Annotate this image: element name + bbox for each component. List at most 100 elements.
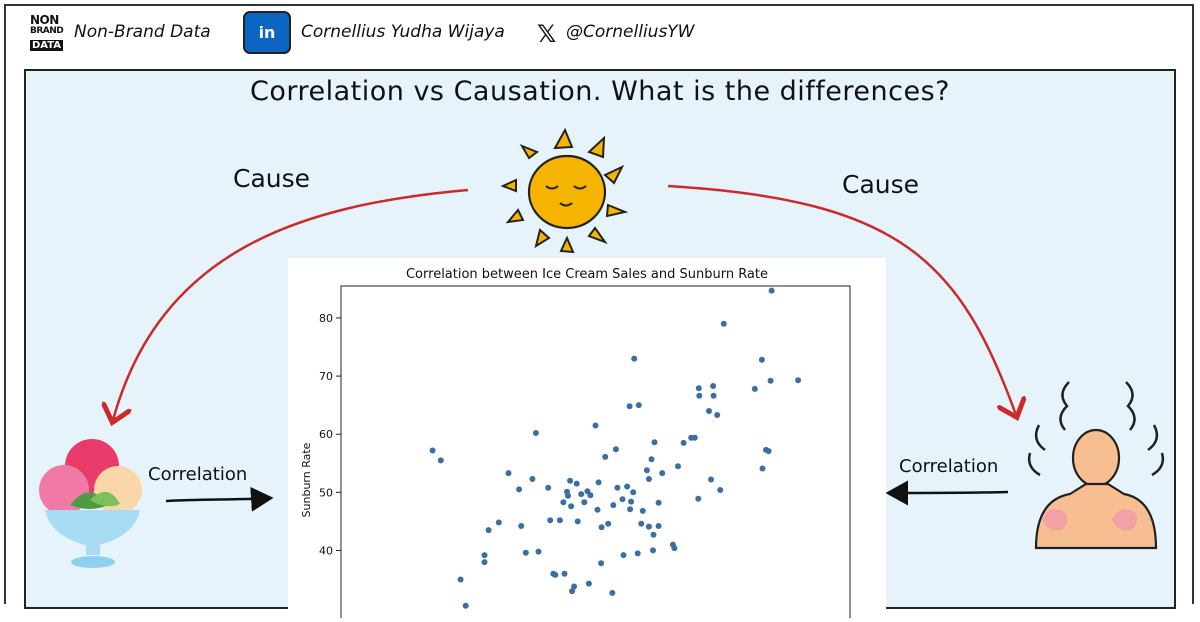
- scatter-point: [595, 479, 602, 486]
- scatter-point: [648, 456, 655, 463]
- scatter-chart: Correlation between Ice Cream Sales and …: [288, 258, 886, 622]
- scatter-point: [495, 519, 502, 526]
- scatter-point: [535, 548, 542, 555]
- scatter-point: [650, 531, 657, 538]
- x-logo-icon[interactable]: 𝕏: [537, 20, 557, 48]
- sunburn-person-icon: [1027, 381, 1165, 550]
- scatter-point: [650, 547, 656, 554]
- cause-arrow-right: [667, 184, 1016, 415]
- scatter-point: [612, 446, 619, 453]
- scatter-point: [651, 439, 658, 446]
- scatter-point: [645, 476, 652, 482]
- scatter-point: [518, 523, 525, 529]
- scatter-point: [581, 499, 588, 506]
- header-bar: NON BRAND DATA Non-Brand Data in Cornell…: [0, 0, 1200, 64]
- scatter-point: [609, 589, 616, 596]
- scatter-point: [645, 523, 652, 530]
- scatter-point: [630, 489, 637, 496]
- scatter-points: [429, 287, 802, 609]
- correlation-label-left: Correlation: [148, 464, 248, 485]
- scatter-point: [720, 320, 727, 327]
- scatter-point: [598, 524, 605, 531]
- outer-frame: [4, 4, 1194, 604]
- scatter-point: [691, 434, 698, 441]
- scatter-point: [714, 412, 721, 418]
- scatter-point: [571, 583, 578, 590]
- scatter-point: [695, 495, 702, 502]
- diagram-title: Correlation vs Causation. What is the di…: [249, 76, 950, 107]
- scatter-point: [505, 470, 512, 477]
- scatter-point: [574, 518, 581, 525]
- scatter-point: [643, 467, 650, 474]
- y-tick-label: 50: [319, 486, 333, 499]
- scatter-point: [710, 392, 717, 399]
- scatter-point: [696, 392, 703, 399]
- scatter-point: [695, 385, 702, 392]
- scatter-point: [556, 517, 563, 524]
- scatter-point: [624, 483, 631, 490]
- scatter-point: [516, 486, 523, 493]
- scatter-point: [767, 377, 774, 384]
- scatter-point: [671, 545, 678, 552]
- scatter-point: [627, 506, 634, 513]
- y-tick-label: 40: [319, 544, 333, 557]
- scatter-point: [560, 499, 567, 506]
- scatter-point: [655, 523, 662, 529]
- x-handle[interactable]: @CornelliusYW: [566, 22, 695, 42]
- scatter-point: [547, 517, 554, 524]
- scatter-point: [659, 470, 666, 477]
- scatter-point: [437, 457, 444, 464]
- y-tick-label: 80: [319, 312, 333, 325]
- scatter-point: [795, 377, 802, 384]
- y-axis-label: Sunburn Rate: [300, 442, 313, 517]
- scatter-point: [710, 383, 717, 389]
- correlation-arrow-right: [885, 480, 1009, 506]
- y-tick-label: 60: [319, 428, 333, 441]
- scatter-point: [587, 492, 594, 499]
- cause-arrow-left: [113, 188, 469, 420]
- author-name[interactable]: Cornellius Yudha Wijaya: [301, 22, 505, 42]
- scatter-point: [552, 571, 559, 578]
- scatter-point: [655, 499, 662, 506]
- cause-label-left: Cause: [233, 164, 311, 193]
- scatter-point: [706, 408, 712, 414]
- scatter-point: [485, 527, 492, 534]
- scatter-point: [765, 448, 772, 455]
- scatter-point: [758, 356, 765, 363]
- scatter-point: [568, 503, 575, 510]
- scatter-point: [638, 520, 645, 527]
- cause-label-right: Cause: [842, 170, 920, 199]
- diagram-graphics: [39, 127, 1165, 568]
- scatter-point: [619, 496, 626, 503]
- scatter-point: [529, 476, 536, 482]
- sun-icon: [500, 127, 629, 254]
- plot-area: [340, 285, 851, 622]
- scatter-point: [610, 502, 617, 509]
- scatter-point: [481, 552, 488, 559]
- chart-title: Correlation between Ice Cream Sales and …: [406, 267, 768, 282]
- scatter-point: [634, 550, 641, 557]
- brand-logo: NON BRAND DATA: [30, 13, 64, 51]
- scatter-point: [569, 588, 576, 595]
- scatter-point: [545, 484, 552, 491]
- scatter-point: [708, 476, 714, 483]
- linkedin-icon[interactable]: in: [243, 11, 291, 54]
- scatter-point: [481, 559, 488, 566]
- brand-name: Non-Brand Data: [74, 22, 211, 42]
- scatter-point: [578, 491, 585, 498]
- y-axis-ticks: 40 50 60 70 80: [319, 312, 341, 557]
- scatter-point: [561, 570, 568, 577]
- scatter-point: [522, 549, 529, 556]
- correlation-arrow-left: [165, 486, 274, 512]
- scatter-chart-svg: Correlation between Ice Cream Sales and …: [300, 267, 851, 622]
- scatter-point: [614, 484, 621, 491]
- scatter-point: [585, 580, 592, 587]
- scatter-point: [751, 385, 758, 392]
- scatter-point: [573, 480, 580, 487]
- y-tick-label: 70: [319, 370, 333, 383]
- scatter-point: [532, 430, 539, 436]
- ice-cream-icon: [39, 439, 142, 568]
- scatter-point: [675, 463, 681, 470]
- scatter-point: [759, 465, 766, 472]
- scatter-point: [626, 403, 633, 410]
